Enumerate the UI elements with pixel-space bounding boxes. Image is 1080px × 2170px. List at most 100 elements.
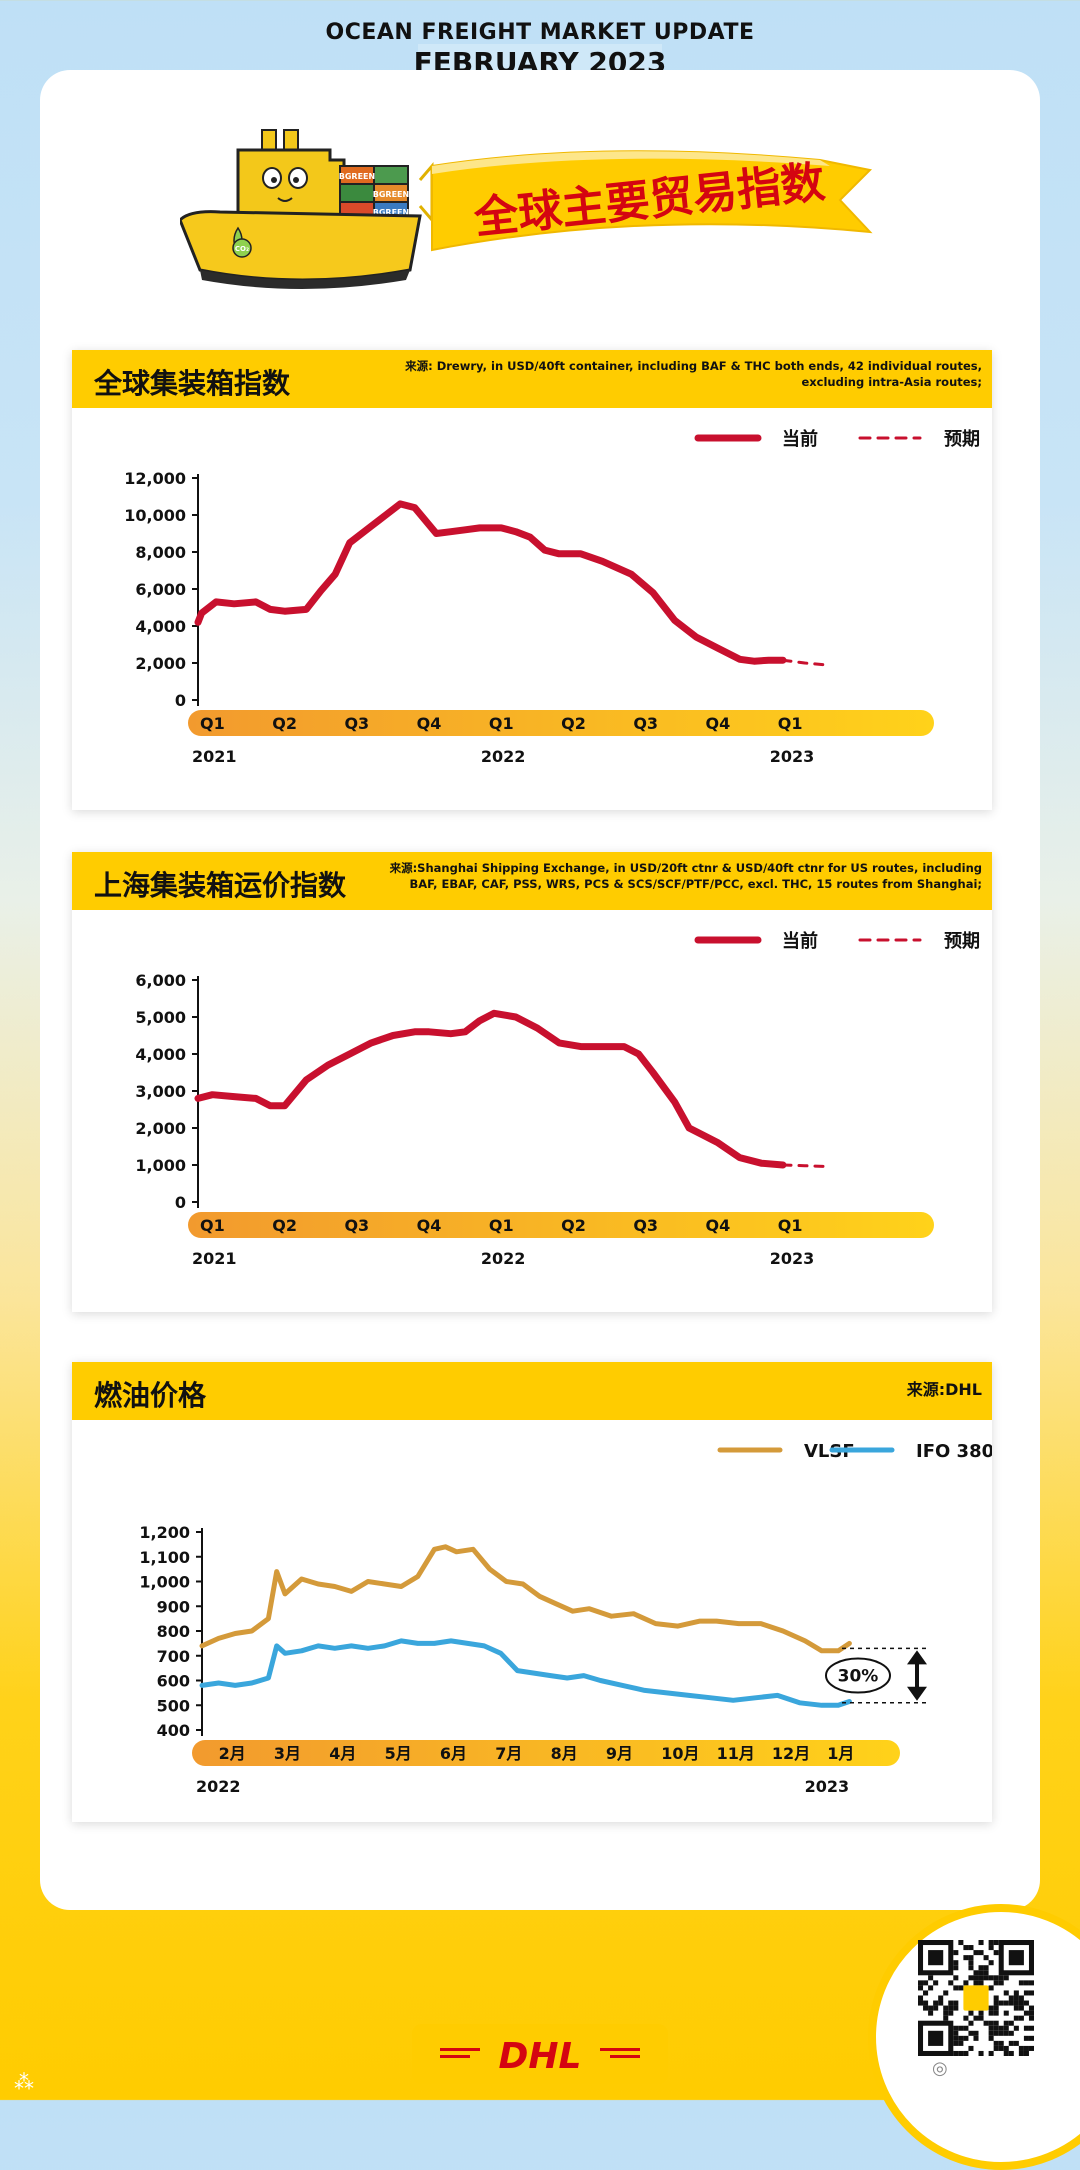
qr-module: [923, 1980, 929, 1986]
qr-module: [948, 2010, 954, 2016]
qr-module: [988, 2010, 994, 2016]
qr-module: [958, 1985, 964, 1991]
y-tick-label: 1,000: [139, 1573, 190, 1592]
series-line-IFO 380: [199, 1638, 852, 1708]
annotation-arrow-head-up: [907, 1650, 927, 1665]
x-tick-label: 10月: [661, 1744, 699, 1763]
qr-module: [1023, 2010, 1029, 2016]
series-line-当前: [194, 1009, 787, 1169]
qr-module: [1003, 1990, 1009, 1996]
x-tick-label: 8月: [551, 1744, 578, 1763]
y-tick-label: 3,000: [135, 1082, 186, 1101]
y-tick-label: 10,000: [124, 506, 186, 525]
qr-module: [988, 2050, 994, 2056]
x-axis-band: [192, 1740, 900, 1766]
x-tick-label: 12月: [772, 1744, 810, 1763]
qr-module: [983, 1970, 989, 1976]
qr-module: [1028, 1980, 1034, 1986]
qr-module: [943, 2010, 949, 2016]
y-tick-label: 0: [175, 1193, 186, 1212]
watermark-left-icon: ⁂: [14, 2070, 34, 2094]
x-tick-label: 11月: [717, 1744, 755, 1763]
qr-module: [958, 2040, 964, 2046]
qr-module: [953, 2000, 959, 2006]
x-tick-label: 9月: [606, 1744, 633, 1763]
watermark-right-icon: ◎: [932, 2058, 948, 2079]
qr-module: [993, 2030, 999, 2036]
qr-finder: [928, 2030, 944, 2046]
header-title: OCEAN FREIGHT MARKET UPDATE: [325, 20, 755, 45]
qr-module: [928, 1975, 934, 1981]
qr-module: [933, 2000, 939, 2006]
x-tick-label: 4月: [329, 1744, 356, 1763]
qr-module: [988, 2020, 994, 2026]
qr-module: [943, 2005, 949, 2011]
qr-module: [923, 2000, 929, 2006]
y-tick-label: 0: [175, 691, 186, 710]
qr-module: [953, 1950, 959, 1956]
qr-module: [928, 2005, 934, 2011]
qr-module: [933, 2005, 939, 2011]
panel-title: 上海集装箱运价指数: [94, 869, 347, 902]
qr-code-icon: [918, 1940, 1034, 2056]
qr-module: [978, 1965, 984, 1971]
x-tick-label: 7月: [495, 1744, 522, 1763]
qr-module: [1008, 2020, 1014, 2026]
qr-module: [1008, 2040, 1014, 2046]
qr-finder: [928, 1950, 944, 1966]
y-tick-label: 400: [157, 1721, 190, 1740]
series-line-预期: [781, 1163, 828, 1168]
qr-module: [968, 2045, 974, 2051]
qr-module: [958, 1940, 964, 1946]
qr-module: [1003, 2050, 1009, 2056]
footer-tab: [412, 2024, 668, 2084]
qr-module: [948, 2005, 954, 2011]
qr-module: [1018, 2050, 1024, 2056]
qr-module: [1008, 2030, 1014, 2036]
qr-module: [963, 1955, 969, 1961]
qr-module: [968, 1945, 974, 1951]
qr-module: [988, 2025, 994, 2031]
panel-source: 来源: Drewry, in USD/40ft container, inclu…: [405, 359, 982, 389]
panel-header: [72, 852, 992, 910]
qr-module: [968, 1955, 974, 1961]
qr-module: [953, 1985, 959, 1991]
y-tick-label: 6,000: [135, 580, 186, 599]
qr-module: [983, 1975, 989, 1981]
panel-shanghai-container-index: 上海集装箱运价指数 来源:Shanghai Shipping Exchange,…: [72, 852, 992, 1312]
qr-module: [998, 2030, 1004, 2036]
qr-module: [988, 2035, 994, 2041]
x-tick-label: Q4: [417, 714, 442, 733]
qr-module: [1013, 2025, 1019, 2031]
qr-module: [993, 2040, 999, 2046]
qr-module: [963, 1980, 969, 1986]
x-axis-band: [188, 710, 934, 736]
qr-module: [968, 1965, 974, 1971]
qr-module: [953, 2035, 959, 2041]
qr-module: [988, 1975, 994, 1981]
y-tick-label: 2,000: [135, 654, 186, 673]
year-label: 2022: [481, 1249, 526, 1268]
cargo-ship-icon: BGREEN BGREEN BGREEN CO₂: [180, 129, 422, 289]
qr-module: [958, 2050, 964, 2056]
qr-module: [983, 1965, 989, 1971]
chart-shanghai-container-index: 0 1,000 2,000 3,000 4,000 5,000 6,000 Q1 Q2 Q3 Q4 Q…: [135, 930, 980, 1268]
qr-module: [1028, 2045, 1034, 2051]
year-label: 2021: [192, 747, 237, 766]
qr-module: [968, 2020, 974, 2026]
qr-module: [943, 2015, 949, 2021]
svg-text:DHL: DHL: [499, 2036, 582, 2077]
panel-header: [72, 1362, 992, 1420]
y-tick-label: 6,000: [135, 971, 186, 990]
qr-module: [1023, 1980, 1029, 1986]
qr-module: [998, 1980, 1004, 1986]
qr-module: [983, 2020, 989, 2026]
qr-module: [993, 1975, 999, 1981]
x-tick-label: Q4: [417, 1216, 442, 1235]
series-line-当前: [194, 500, 787, 665]
y-tick-label: 700: [157, 1647, 190, 1666]
qr-finder: [1008, 1950, 1024, 1966]
container-label: BGREEN: [373, 208, 409, 217]
qr-module: [988, 1985, 994, 1991]
annotation-bubble: [825, 1657, 891, 1694]
